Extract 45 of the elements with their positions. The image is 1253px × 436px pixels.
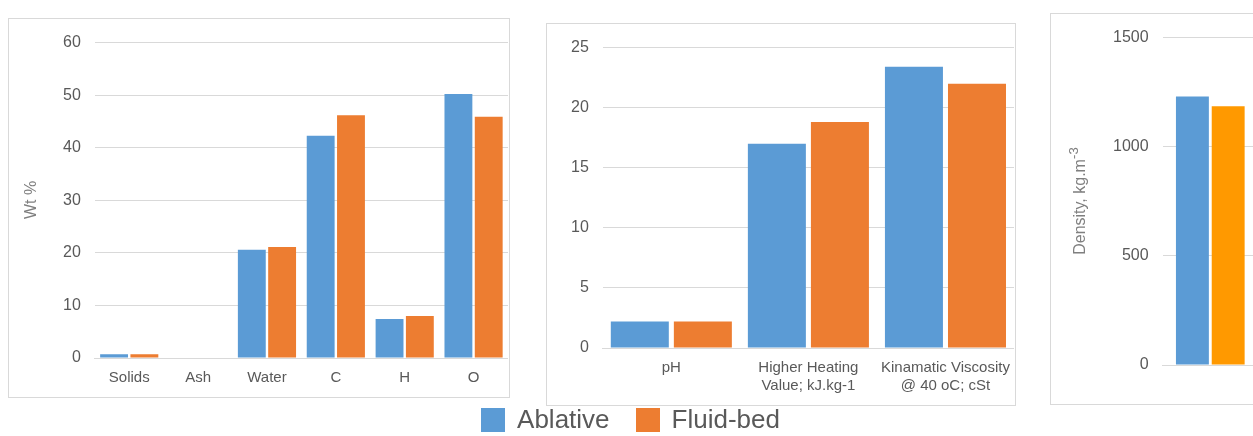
x-tick-label: Ash xyxy=(185,368,212,386)
x-tick-label: Solids xyxy=(108,368,150,386)
legend-label: Ablative xyxy=(517,404,610,435)
legend-label: Fluid-bed xyxy=(671,404,780,435)
bar xyxy=(444,94,473,358)
bar xyxy=(405,315,434,358)
x-tick-label: Water xyxy=(247,368,287,386)
y-tick-label: 1000 xyxy=(1113,137,1149,155)
bar xyxy=(747,143,806,348)
bar xyxy=(610,321,669,348)
x-tick-label: O xyxy=(467,368,480,386)
y-tick-label: 0 xyxy=(579,338,589,356)
y-tick-label: 30 xyxy=(63,190,81,208)
y-tick-label: 0 xyxy=(71,348,81,366)
y-tick-label: 5 xyxy=(579,278,589,296)
y-tick-label: 15 xyxy=(571,158,589,176)
bar xyxy=(884,66,943,348)
y-tick-label: 1500 xyxy=(1113,28,1149,46)
bar xyxy=(947,83,1006,348)
y-tick-label: 10 xyxy=(63,295,81,313)
x-tick-label: H xyxy=(399,368,411,386)
bar xyxy=(237,249,266,358)
x-tick-label: Higher Heating Value; kJ.kg-1 xyxy=(758,358,859,394)
y-tick-label: 10 xyxy=(571,218,589,236)
bar xyxy=(375,319,404,358)
x-tick-label: pH xyxy=(661,358,681,376)
bar xyxy=(306,135,335,358)
bar xyxy=(673,321,732,348)
y-tick-label: 0 xyxy=(1139,355,1149,373)
bar xyxy=(268,247,297,358)
bar xyxy=(810,122,869,348)
bar xyxy=(100,354,129,358)
y-tick-label: 60 xyxy=(63,33,81,51)
y-axis-title: Wt % xyxy=(22,180,40,222)
y-tick-label: 500 xyxy=(1121,246,1149,264)
y-tick-label: 20 xyxy=(63,243,81,261)
bar xyxy=(474,116,503,358)
y-tick-label: 20 xyxy=(571,98,589,116)
bar xyxy=(337,115,365,358)
y-tick-label: 40 xyxy=(63,138,81,156)
x-tick-label: C xyxy=(330,368,342,386)
y-tick-label: 50 xyxy=(63,85,81,103)
bar xyxy=(130,354,159,358)
y-tick-label: 25 xyxy=(571,38,589,56)
x-tick-label: Kinamatic Viscosity @ 40 oC; cSt xyxy=(881,358,1011,394)
